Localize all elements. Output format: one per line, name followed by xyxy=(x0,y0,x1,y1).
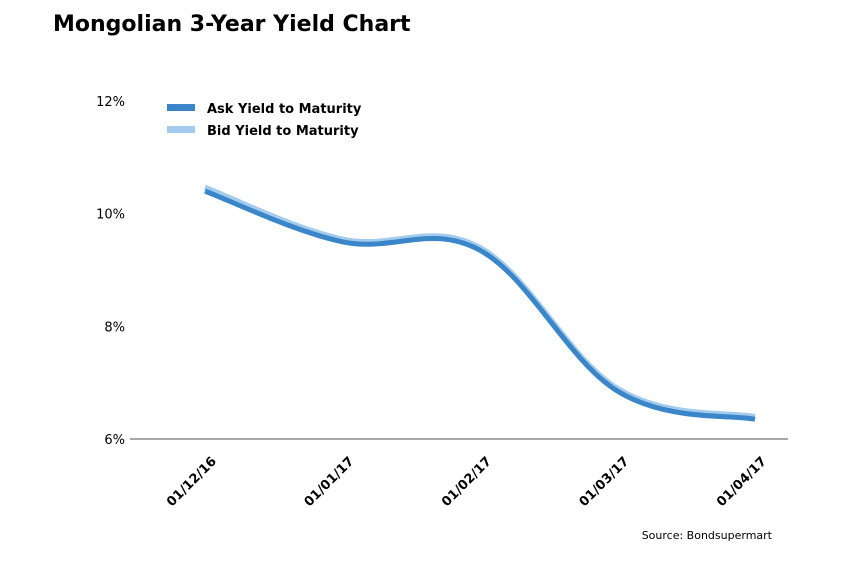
legend-swatch xyxy=(167,104,195,111)
series-lines xyxy=(204,184,756,422)
x-tick-label: 01/12/16 xyxy=(164,454,220,510)
x-tick-label: 01/04/17 xyxy=(714,454,770,510)
chart-title: Mongolian 3-Year Yield Chart xyxy=(53,12,411,37)
x-tick-label: 01/03/17 xyxy=(577,454,633,510)
x-tick-label: 01/02/17 xyxy=(439,454,495,510)
ask-yield-line xyxy=(204,188,756,422)
y-tick-label: 6% xyxy=(104,433,125,448)
y-axis-tick-labels: 6% 8% 10% 12% xyxy=(96,95,125,448)
legend-label: Ask Yield to Maturity xyxy=(207,102,362,117)
y-tick-label: 12% xyxy=(96,95,125,110)
source-note: Source: Bondsupermart xyxy=(641,529,772,542)
legend-label: Bid Yield to Maturity xyxy=(207,124,359,139)
bid-yield-line xyxy=(204,184,756,419)
x-axis-tick-labels: 01/12/16 01/01/17 01/02/17 01/03/17 01/04/17 xyxy=(164,454,770,510)
y-tick-label: 8% xyxy=(104,320,125,335)
x-tick-label: 01/01/17 xyxy=(302,454,358,510)
y-tick-label: 10% xyxy=(96,208,125,223)
legend-swatch xyxy=(167,126,195,133)
legend: Ask Yield to Maturity Bid Yield to Maturi… xyxy=(167,102,362,139)
